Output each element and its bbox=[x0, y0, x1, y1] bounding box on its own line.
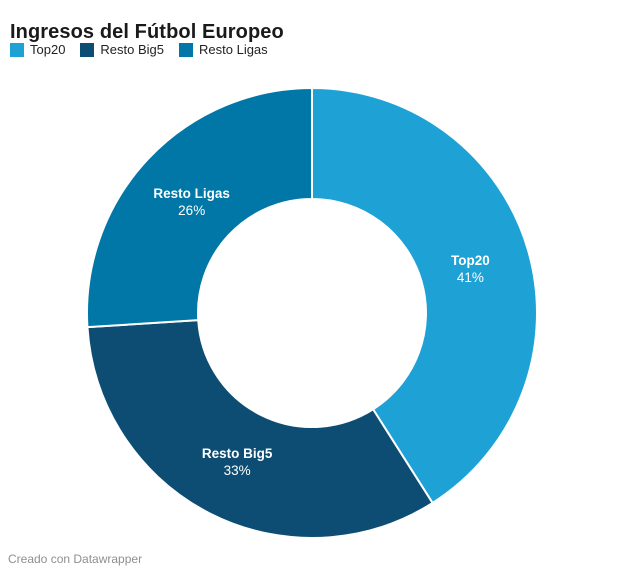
chart-title: Ingresos del Fútbol Europeo bbox=[10, 21, 284, 44]
legend-swatch-resto-ligas bbox=[179, 42, 194, 57]
legend: Top20 Resto Big5 Resto Ligas bbox=[10, 42, 268, 57]
slice-name-label: Top20 bbox=[451, 253, 490, 268]
legend-label-resto-big5: Resto Big5 bbox=[100, 42, 165, 57]
slice-name-label: Resto Big5 bbox=[202, 446, 273, 461]
donut-slice-resto-big5[interactable] bbox=[86, 319, 434, 539]
slice-percent-label: 33% bbox=[224, 463, 251, 478]
legend-label-top20: Top20 bbox=[30, 42, 66, 57]
slice-name-label: Resto Ligas bbox=[153, 186, 230, 201]
legend-swatch-top20 bbox=[10, 42, 24, 57]
donut-slice-resto-ligas[interactable] bbox=[86, 87, 313, 329]
legend-label-resto-ligas: Resto Ligas bbox=[199, 42, 268, 57]
slice-percent-label: 26% bbox=[178, 203, 205, 218]
donut-slice-top20[interactable] bbox=[311, 87, 538, 504]
legend-item-resto-ligas: Resto Ligas bbox=[179, 42, 268, 57]
attribution-text: Creado con Datawrapper bbox=[8, 552, 143, 566]
legend-item-top20: Top20 bbox=[10, 42, 65, 57]
legend-swatch-resto-big5 bbox=[80, 42, 95, 57]
legend-item-resto-big5: Resto Big5 bbox=[80, 42, 164, 57]
slice-percent-label: 41% bbox=[457, 270, 484, 285]
